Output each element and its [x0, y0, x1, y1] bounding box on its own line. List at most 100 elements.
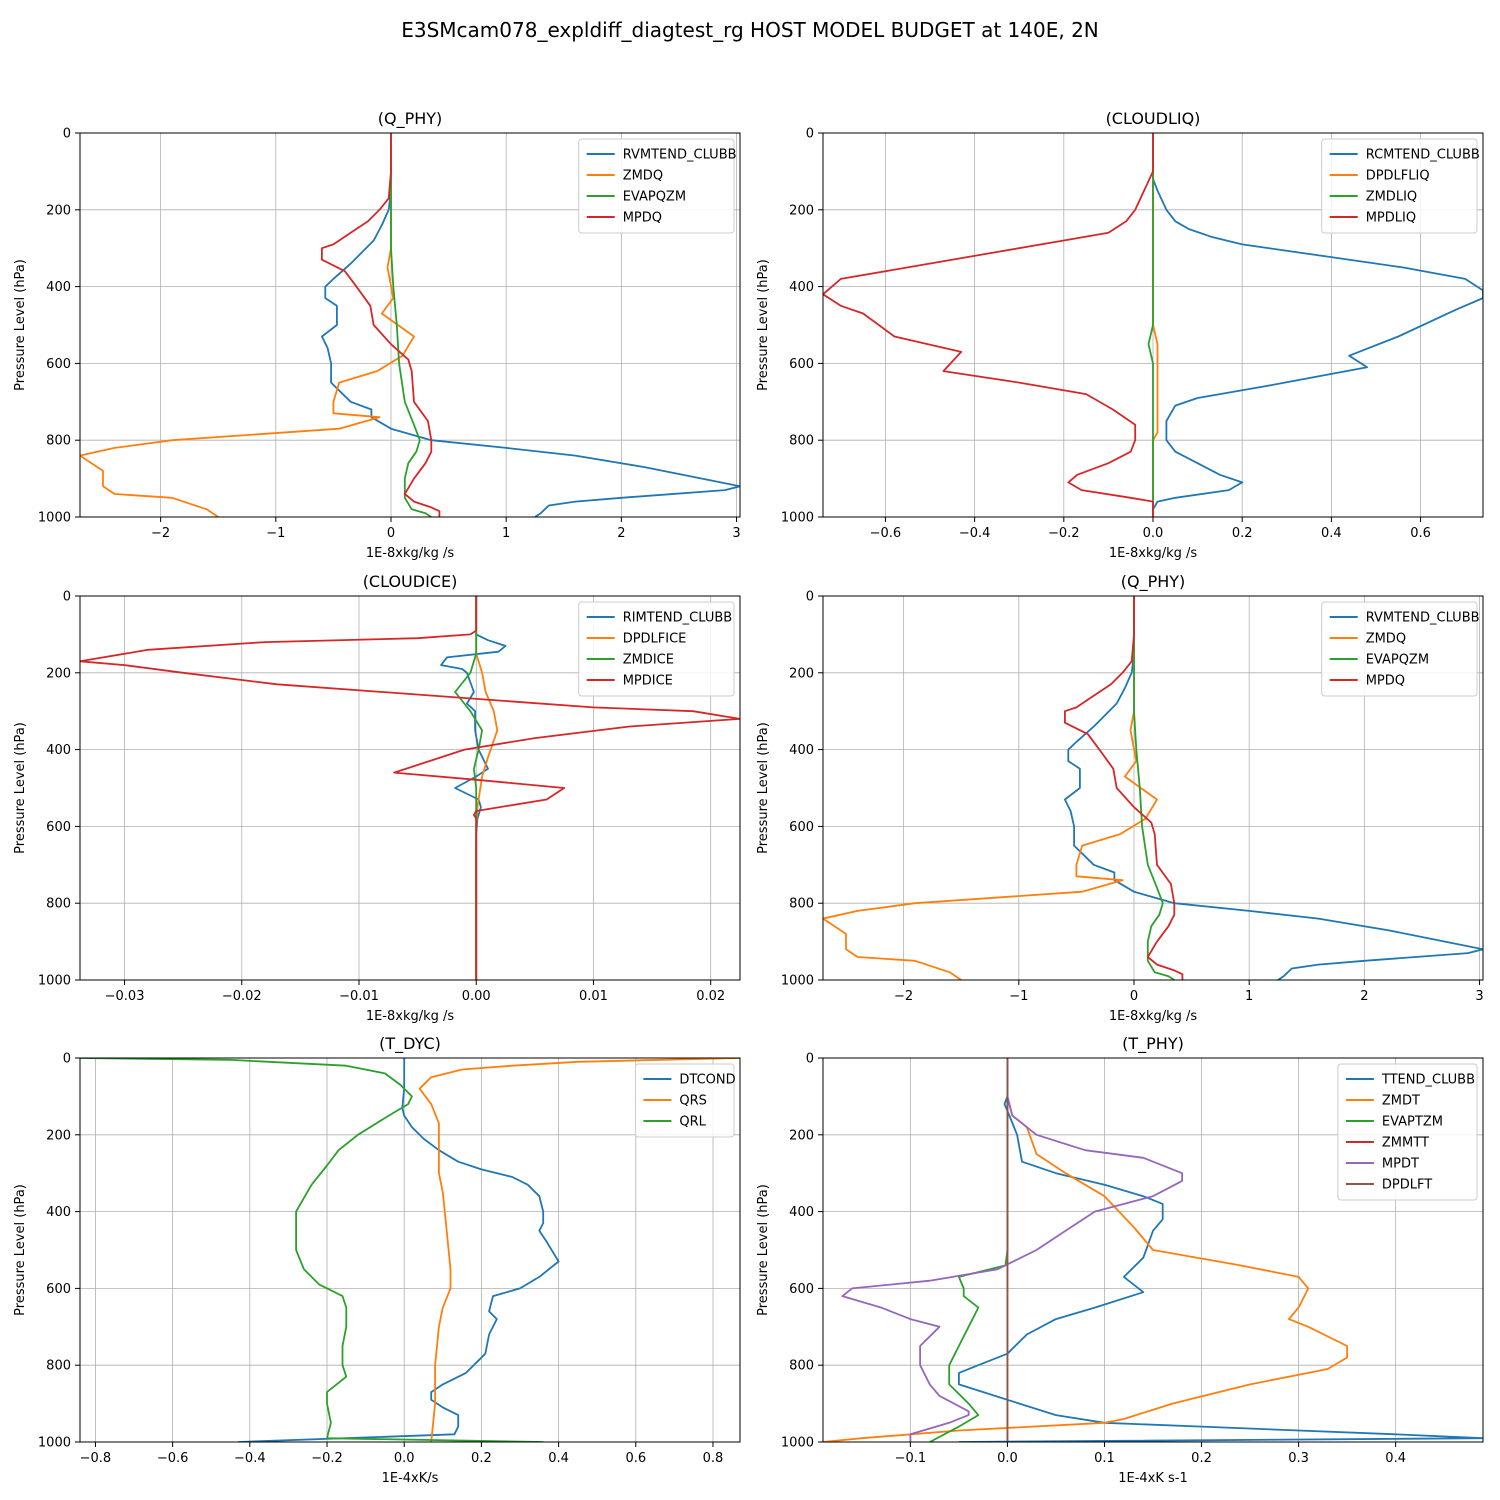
x-tick-label: 0.6 — [625, 1451, 646, 1466]
y-tick-label: 600 — [46, 820, 71, 835]
subplot-3: −0.03 −0.02 −0.01 0.00 0.01 0.02 0 200 400 600 800… — [13, 572, 741, 1024]
x-axis-label: 1E-8xkg/kg /s — [1109, 1009, 1198, 1024]
subplot-title: (T_PHY) — [1122, 1034, 1184, 1054]
y-tick-label: 200 — [789, 1128, 814, 1143]
y-tick-label: 600 — [789, 820, 814, 835]
legend: RCMTEND_CLUBB DPDLFLIQ ZMDLIQ MPDLIQ — [1321, 138, 1480, 234]
legend-label: ZMDLIQ — [1366, 190, 1417, 205]
series-group — [80, 596, 740, 980]
series-line-rvmtend-clubb — [1064, 596, 1483, 980]
x-tick-label: 3 — [1475, 989, 1483, 1004]
subplot-title: (CLOUDICE) — [363, 572, 458, 591]
series-line-mpdt — [841, 1058, 1183, 1442]
series-line-zmdice — [454, 596, 483, 980]
legend-label: TTEND_CLUBB — [1381, 1073, 1475, 1088]
x-axis-label: 1E-4xK/s — [382, 1471, 439, 1486]
x-tick-label: −0.4 — [234, 1451, 266, 1466]
legend-label: ZMDICE — [623, 653, 674, 668]
x-tick-label: −0.4 — [959, 526, 991, 541]
y-tick-label: 1000 — [781, 1436, 814, 1451]
y-tick-label: 0 — [63, 590, 71, 605]
legend-label: EVAPQZM — [623, 190, 686, 205]
x-tick-label: −0.2 — [1048, 526, 1080, 541]
legend-label: MPDQ — [623, 211, 662, 226]
x-tick-label: 0 — [1130, 989, 1138, 1004]
x-axis-label: 1E-8xkg/kg /s — [366, 1009, 455, 1024]
x-tick-label: 0.2 — [471, 1451, 492, 1466]
x-tick-label: −1 — [1009, 989, 1028, 1004]
legend-label: ZMDQ — [1366, 632, 1406, 647]
subplot-title: (T_DYC) — [379, 1034, 441, 1054]
legend-label: DTCOND — [679, 1073, 735, 1088]
series-line-rimtend-clubb — [440, 596, 507, 980]
legend-label: RVMTEND_CLUBB — [623, 148, 737, 163]
y-axis-label: Pressure Level (hPa) — [13, 259, 28, 391]
x-axis-label: 1E-4xK s-1 — [1118, 1471, 1188, 1486]
legend-label: MPDICE — [623, 674, 673, 689]
x-tick-label: −0.6 — [157, 1451, 189, 1466]
y-tick-label: 200 — [46, 1128, 71, 1143]
y-tick-label: 400 — [46, 1205, 71, 1220]
y-tick-label: 400 — [46, 280, 71, 295]
legend-label: EVAPQZM — [1366, 653, 1429, 668]
y-tick-label: 600 — [46, 357, 71, 372]
subplot-2: −0.6 −0.4 −0.2 0.0 0.2 0.4 0.6 0 200 400 600 800 100… — [756, 109, 1484, 561]
subplot-4: −2 −1 0 1 2 3 0 200 400 600 800 1000 (Q_PHY) 1E-8xkg/… — [756, 572, 1484, 1024]
legend-label: DPDLFICE — [623, 632, 687, 647]
y-tick-label: 800 — [46, 1359, 71, 1374]
series-line-dtcond — [238, 1058, 560, 1442]
subplot-title: (CLOUDLIQ) — [1106, 109, 1201, 128]
x-tick-label: −2 — [151, 526, 170, 541]
legend-label: RCMTEND_CLUBB — [1366, 148, 1480, 163]
x-tick-label: 0.2 — [1191, 1451, 1212, 1466]
y-axis-label: Pressure Level (hPa) — [756, 1184, 771, 1316]
subplot-grid: −2 −1 0 1 2 302004006008001000(Q_PHY)1E-8xkg/… — [13, 109, 1484, 1486]
x-tick-label: 0.1 — [1094, 1451, 1115, 1466]
series-line-qrl — [80, 1058, 544, 1442]
y-tick-label: 0 — [806, 590, 814, 605]
legend-label: ZMMTT — [1382, 1136, 1429, 1151]
legend-frame — [1337, 1063, 1478, 1201]
x-tick-label: 0.4 — [1385, 1451, 1406, 1466]
x-tick-label: 0.3 — [1288, 1451, 1309, 1466]
y-tick-label: 600 — [46, 1282, 71, 1297]
y-tick-label: 400 — [789, 1205, 814, 1220]
legend-label: DPDLFLIQ — [1366, 169, 1430, 184]
x-axis-label: 1E-8xkg/kg /s — [366, 546, 455, 561]
y-tick-label: 0 — [806, 127, 814, 142]
y-tick-label: 800 — [789, 434, 814, 449]
series-line-mpdliq — [823, 133, 1154, 517]
legend-label: RIMTEND_CLUBB — [623, 611, 733, 626]
legend-frame — [634, 1063, 735, 1138]
series-group — [823, 596, 1483, 980]
x-tick-label: 1 — [502, 526, 510, 541]
legend-frame — [578, 138, 735, 234]
x-tick-label: 0.8 — [703, 1451, 724, 1466]
x-tick-label: −0.1 — [895, 1451, 927, 1466]
subplot-6: −0.1 0.0 0.1 0.2 0.3 0.4 0 200 400 600 800 1000 (T_P… — [756, 1034, 1484, 1486]
series-line-rcmtend-clubb — [1152, 133, 1483, 517]
legend-frame — [578, 601, 735, 697]
y-tick-label: 1000 — [38, 511, 71, 526]
y-tick-label: 800 — [46, 897, 71, 912]
series-line-qrs — [418, 1058, 740, 1442]
axes-frame — [79, 132, 741, 518]
series-group — [80, 1058, 740, 1442]
x-tick-label: 0.02 — [696, 989, 725, 1004]
legend-label: MPDT — [1382, 1157, 1419, 1172]
legend-label: MPDLIQ — [1366, 211, 1416, 226]
legend-label: DPDLFT — [1382, 1178, 1432, 1193]
figure-title: E3SMcam078_expldiff_diagtest_rg HOST MOD… — [401, 18, 1099, 42]
y-tick-label: 0 — [63, 127, 71, 142]
axes-frame — [79, 595, 741, 981]
x-tick-label: 0.00 — [462, 989, 491, 1004]
x-tick-label: 0.4 — [548, 1451, 569, 1466]
legend: DTCOND QRS QRL — [634, 1063, 736, 1138]
y-tick-label: 0 — [806, 1052, 814, 1067]
y-tick-label: 400 — [789, 280, 814, 295]
y-tick-label: 600 — [789, 1282, 814, 1297]
y-tick-label: 1000 — [38, 1436, 71, 1451]
axes-frame — [79, 1057, 741, 1443]
